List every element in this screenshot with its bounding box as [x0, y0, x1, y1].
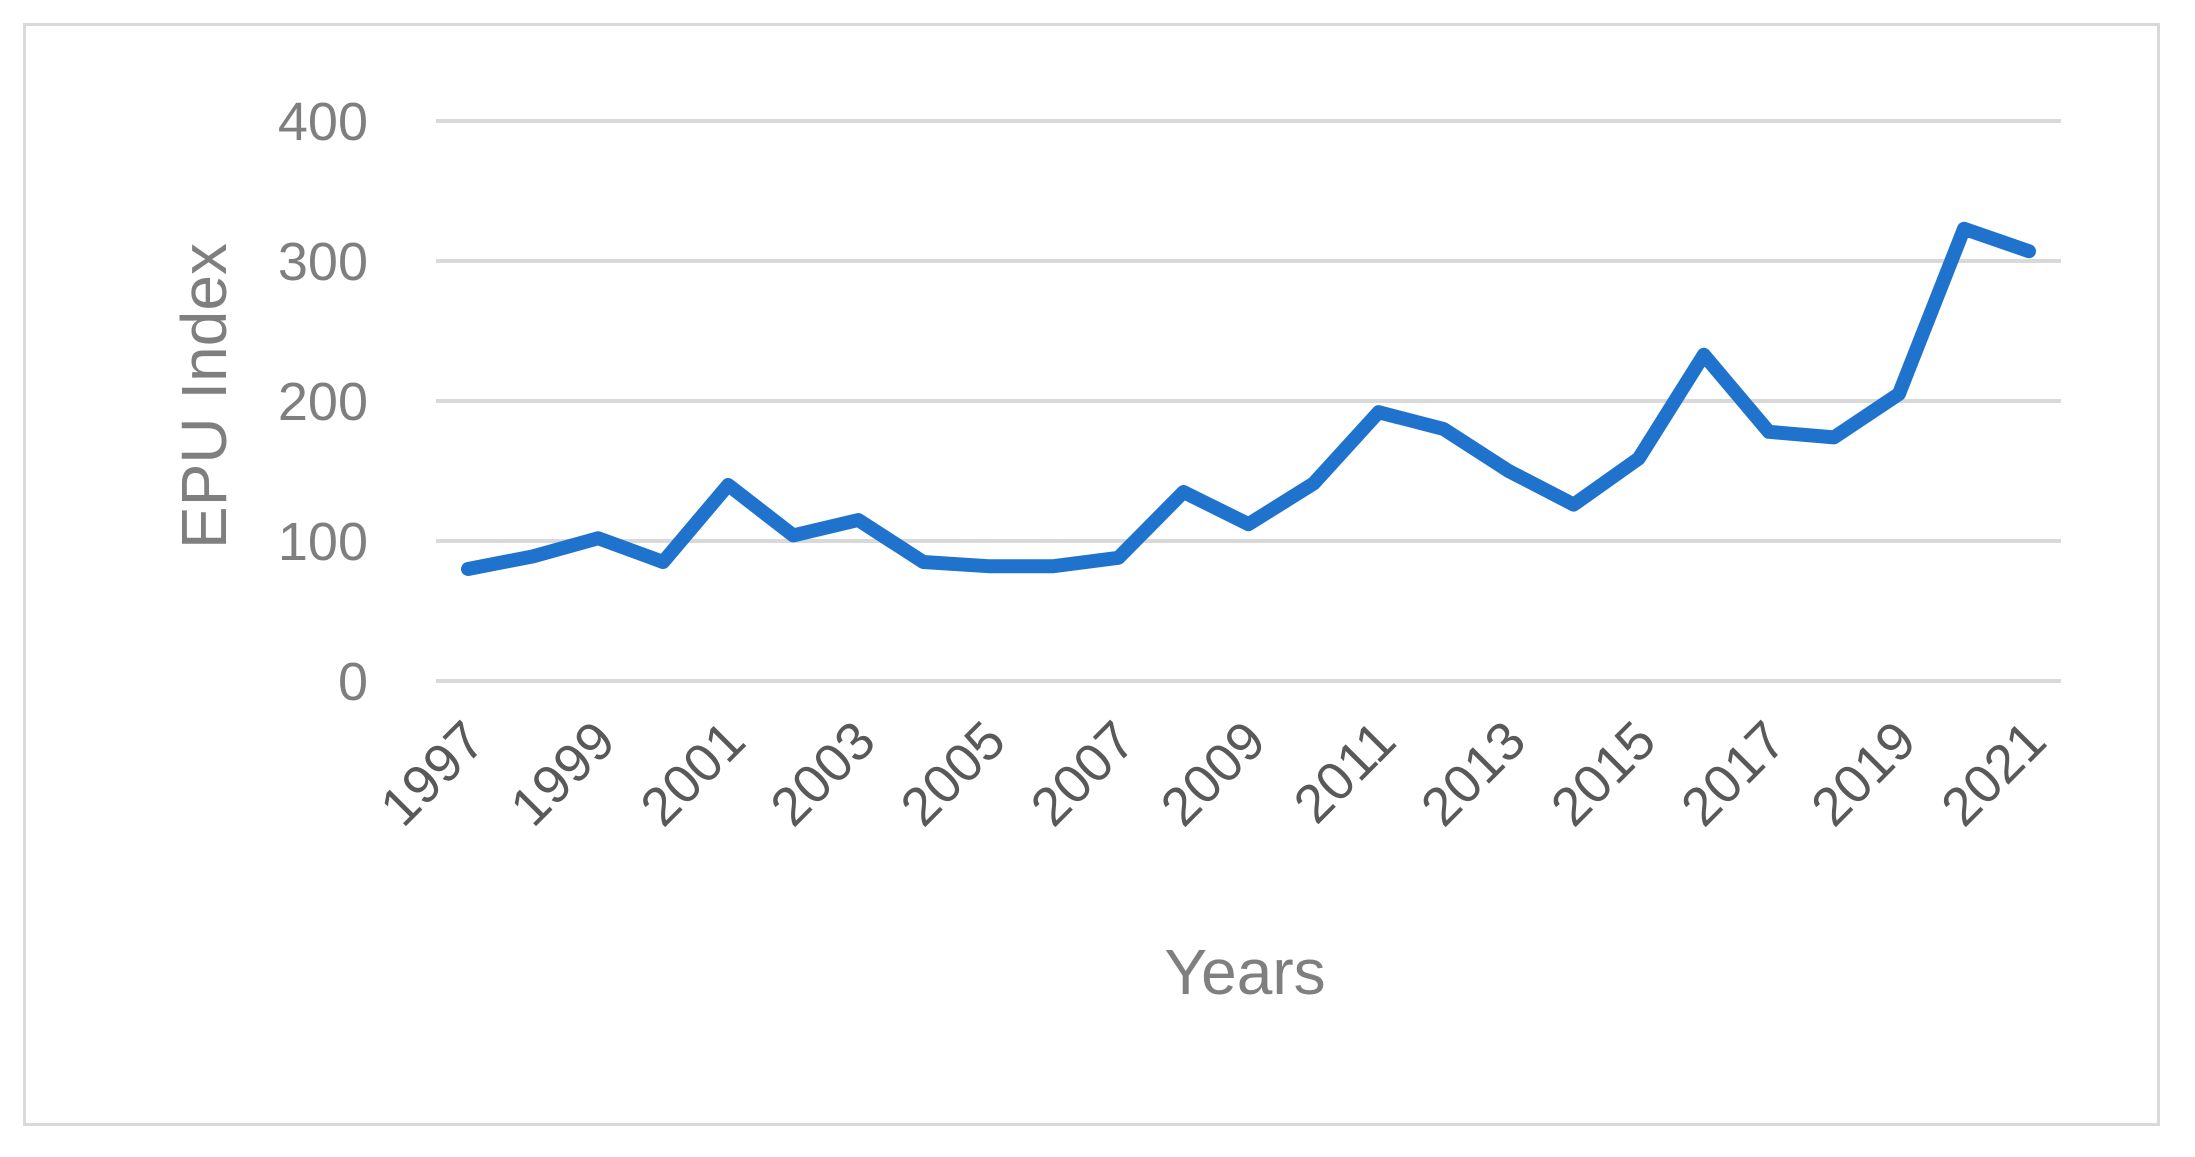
x-tick-label: 2015 [1540, 710, 1667, 837]
y-tick-label: 100 [278, 512, 368, 572]
data-point [661, 560, 666, 564]
x-tick-label: 2013 [1410, 710, 1537, 837]
data-point [466, 567, 470, 571]
data-point [986, 564, 991, 569]
x-tick-label: 2009 [1150, 710, 1277, 837]
data-point [2027, 249, 2031, 254]
data-point [1571, 502, 1576, 507]
series-layer [461, 221, 2036, 576]
data-point [726, 483, 731, 487]
data-point [596, 536, 601, 541]
data-point [1441, 427, 1446, 431]
gridlines [436, 119, 2061, 683]
data-point [1701, 352, 1706, 357]
x-tick-label: 1997 [369, 710, 496, 837]
x-tick-label: 2021 [1930, 710, 2057, 837]
data-point [1896, 392, 1901, 396]
data-point [1961, 226, 1966, 231]
data-point [856, 518, 861, 522]
x-tick-label: 1999 [499, 710, 626, 837]
data-point [531, 554, 536, 559]
y-axis-ticks: 0 100 200 300 400 [278, 92, 368, 712]
data-point [1246, 522, 1251, 527]
y-tick-label: 300 [278, 232, 368, 292]
data-point [1506, 469, 1511, 473]
data-point [1181, 490, 1186, 494]
data-point [791, 533, 796, 538]
y-tick-label: 200 [278, 372, 368, 432]
data-point [1376, 410, 1381, 415]
x-tick-label: 2003 [759, 710, 886, 837]
data-point [1831, 435, 1836, 440]
x-tick-label: 2017 [1670, 710, 1797, 837]
x-tick-label: 2011 [1283, 710, 1408, 835]
x-axis-title: Years [1164, 936, 1325, 1008]
data-point [1311, 481, 1316, 486]
data-point [921, 560, 926, 564]
data-point [1636, 456, 1641, 461]
y-tick-label: 0 [338, 652, 368, 712]
data-point [1051, 564, 1056, 569]
x-axis-ticks: 1997 1999 2001 2003 2005 2007 2009 2011 2013 2015… [369, 710, 2057, 837]
data-point [1116, 555, 1121, 560]
data-point [1766, 429, 1771, 434]
x-tick-label: 2007 [1020, 710, 1147, 837]
x-tick-label: 2005 [889, 710, 1016, 837]
chart-frame: 0 100 200 300 400 1997 1999 2001 2003 2005 2007 20… [23, 23, 2160, 1126]
series-line-0 [461, 221, 2036, 576]
y-tick-label: 400 [278, 92, 368, 152]
x-tick-label: 2019 [1800, 710, 1927, 837]
x-tick-label: 2001 [629, 710, 756, 837]
y-axis-title: EPU Index [168, 243, 240, 549]
